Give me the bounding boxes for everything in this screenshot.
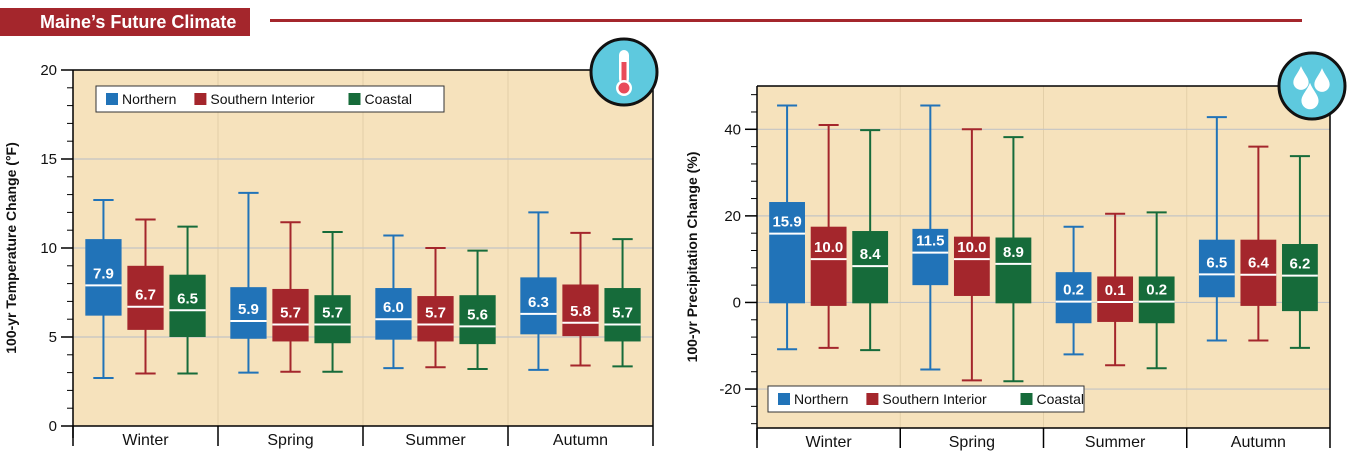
median-label: 6.5 <box>1206 254 1227 271</box>
median-label: 5.8 <box>570 303 591 320</box>
median-label: 0.1 <box>1105 282 1126 299</box>
median-label: 5.7 <box>280 305 301 322</box>
box-southern_interior <box>1240 239 1277 306</box>
legend-label-southern_interior: Southern Interior <box>882 391 987 407</box>
raindrop <box>1314 68 1330 92</box>
box-coastal <box>604 288 641 342</box>
x-tick-label: Spring <box>267 432 313 449</box>
raindrop <box>1293 66 1309 90</box>
median-label: 6.7 <box>135 287 156 304</box>
median-label: 6.3 <box>528 294 549 311</box>
legend-label-coastal: Coastal <box>365 91 412 107</box>
box-coastal <box>1282 244 1318 312</box>
legend-label-northern: Northern <box>122 91 176 107</box>
median-label: 11.5 <box>916 233 944 250</box>
median-label: 15.9 <box>772 214 801 231</box>
y-tick-label: 5 <box>49 329 57 346</box>
median-label: 8.9 <box>1003 244 1024 261</box>
box-northern <box>375 288 412 340</box>
median-label: 6.5 <box>177 290 198 307</box>
legend-swatch-southern_interior <box>194 93 207 105</box>
median-label: 10.0 <box>814 239 843 256</box>
median-label: 5.7 <box>612 305 633 322</box>
median-label: 0.2 <box>1063 282 1084 299</box>
y-tick-label: 40 <box>724 121 741 138</box>
box-coastal <box>1138 276 1175 324</box>
median-label: 8.4 <box>860 246 882 263</box>
box-northern <box>769 202 805 304</box>
box-northern <box>85 239 122 316</box>
median-label: 5.7 <box>425 305 446 322</box>
x-tick-label: Autumn <box>553 432 608 449</box>
box-northern <box>912 228 949 286</box>
x-tick-label: Autumn <box>1231 434 1286 451</box>
median-label: 6.0 <box>383 299 404 316</box>
box-southern_interior <box>562 284 599 337</box>
box-northern <box>1198 239 1235 298</box>
median-label: 5.7 <box>322 305 343 322</box>
x-tick-label: Summer <box>405 432 466 449</box>
median-label: 10.0 <box>957 239 986 256</box>
legend-box <box>95 85 445 113</box>
x-tick-label: Winter <box>122 432 169 449</box>
box-coastal <box>995 237 1032 304</box>
legend-label-southern_interior: Southern Interior <box>210 91 315 107</box>
y-tick-label: -20 <box>719 381 741 398</box>
precipitation-chart: -20 0 20 40 100-yr Precipitation Change (%) W… <box>684 51 1347 451</box>
box-coastal <box>314 295 351 344</box>
banner-rule <box>270 19 1302 22</box>
legend-swatch-coastal <box>348 93 361 105</box>
box-northern <box>1055 272 1092 324</box>
median-label: 5.6 <box>467 306 488 323</box>
box-coastal <box>852 231 889 304</box>
median-label: 7.9 <box>93 265 114 282</box>
header-banner: Maine’s Future Climate <box>0 0 1362 42</box>
box-coastal <box>169 274 206 337</box>
box-northern <box>230 287 267 339</box>
thermometer-mercury <box>621 62 627 86</box>
x-tick-label: Winter <box>806 434 853 451</box>
legend-swatch-southern_interior <box>866 393 879 405</box>
temperature-chart: 0 5 10 15 20 100-yr Temperature Change (°F) Wi… <box>3 37 659 449</box>
raindrops-icon <box>1277 51 1347 121</box>
median-label: 6.4 <box>1248 255 1270 272</box>
y-tick-label: 0 <box>733 294 741 311</box>
legend-swatch-northern <box>106 93 118 105</box>
y-axis-label: 100-yr Precipitation Change (%) <box>684 152 700 363</box>
x-tick-label: Spring <box>949 434 995 451</box>
median-label: 0.2 <box>1146 282 1167 299</box>
y-tick-label: 10 <box>40 240 57 257</box>
median-label: 5.9 <box>238 301 259 318</box>
legend-swatch-coastal <box>1020 393 1033 405</box>
y-axis-label: 100-yr Temperature Change (°F) <box>3 142 19 354</box>
box-southern_interior <box>272 288 309 342</box>
box-northern <box>520 277 557 335</box>
median-label: 6.2 <box>1289 256 1310 273</box>
y-tick-label: 0 <box>49 418 57 435</box>
legend-label-coastal: Coastal <box>1037 391 1084 407</box>
box-southern_interior <box>1097 276 1134 322</box>
y-tick-label: 15 <box>40 151 57 168</box>
banner-title: Maine’s Future Climate <box>0 8 251 36</box>
legend-swatch-northern <box>778 393 790 405</box>
y-tick-label: 20 <box>40 62 57 79</box>
legend-label-northern: Northern <box>794 391 848 407</box>
box-southern_interior <box>810 226 847 306</box>
box-southern_interior <box>417 296 454 342</box>
x-tick-label: Summer <box>1085 434 1146 451</box>
y-tick-label: 20 <box>724 208 741 225</box>
box-southern_interior <box>127 265 164 330</box>
box-southern_interior <box>953 236 990 296</box>
box-coastal <box>459 295 496 345</box>
thermometer-bulb <box>618 82 630 94</box>
raindrop <box>1301 82 1319 110</box>
